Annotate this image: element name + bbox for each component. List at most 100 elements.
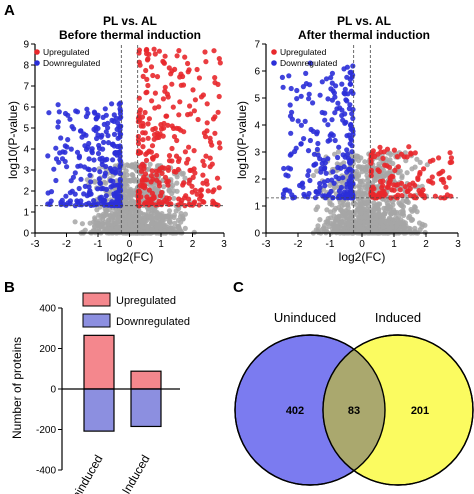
downregulated-point [288,85,294,92]
nonsignificant-point [417,159,423,165]
upregulated-point [216,93,222,100]
nonsignificant-point [93,220,99,226]
nonsignificant-point [404,170,410,176]
nonsignificant-point [315,223,321,229]
upregulated-point [156,48,162,54]
downregulated-point [64,164,70,170]
downregulated-point [325,192,332,198]
downregulated-point [350,90,356,96]
y-tick-label: 0 [23,229,29,240]
volcano-before-legend: Upregulated Downregulated [34,47,100,68]
legend-up-marker [34,49,40,55]
upregulated-point [185,69,191,75]
nonsignificant-point [346,220,352,226]
upregulated-point [188,167,194,173]
downregulated-point [330,169,336,175]
x-tick-label: -2 [294,239,303,250]
downregulated-point [78,198,84,204]
volcano-after-y-label: log10(P-value) [235,101,249,179]
y-tick-label: 6 [23,103,29,114]
downregulated-point [88,179,94,185]
upregulated-point [392,167,398,173]
y-tick-label: 8 [23,61,29,72]
upregulated-point [165,178,171,184]
upregulated-point [437,170,444,176]
upregulated-point [140,183,146,190]
downregulated-point [298,93,304,99]
volcano-after-x-label: log2(FC) [339,250,386,264]
upregulated-point [377,178,384,185]
nonsignificant-point [337,220,343,226]
downregulated-point [323,76,330,82]
y-tick-label: 200 [39,344,56,355]
upregulated-point [140,137,146,143]
downregulated-point [91,167,97,173]
downregulated-point [102,106,108,112]
downregulated-point [342,86,348,92]
upregulated-point [166,153,173,159]
nonsignificant-point [387,229,393,235]
downregulated-point [99,132,105,138]
downregulated-point [118,182,124,188]
downregulated-point [111,201,117,207]
upregulated-point [144,194,150,200]
downregulated-point [60,149,66,155]
downregulated-point [93,115,99,121]
nonsignificant-point [118,225,124,231]
y-tick-label: 2 [23,187,29,198]
upregulated-point [168,201,174,207]
downregulated-point [348,174,354,180]
y-tick-label: 1 [23,208,29,219]
legend-downregulated-label: Downregulated [116,316,190,328]
downregulated-point [111,191,117,197]
venn-induced-title: Induced [375,310,421,325]
downregulated-point [97,180,103,186]
volcano-before-title: PL vs. AL [103,14,157,28]
nonsignificant-point [123,207,129,214]
nonsignificant-point [412,225,418,231]
downregulated-point [335,100,341,106]
upregulated-point [397,187,403,193]
upregulated-point [136,202,142,208]
downregulated-point [335,154,341,161]
upregulated-point [142,109,148,116]
volcano-before-y-ticks: 0 1 2 3 4 5 6 7 8 9 [23,40,29,240]
downregulated-point [63,193,69,199]
nonsignificant-point [419,224,425,230]
y-tick-label: 400 [39,304,56,315]
upregulated-point [135,137,142,143]
downregulated-point [340,152,346,158]
upregulated-point [387,175,393,181]
downregulated-point [94,135,100,142]
upregulated-point [200,92,206,98]
y-tick-label: 7 [23,82,29,93]
downregulated-point [117,171,124,177]
downregulated-point [110,178,116,184]
nonsignificant-point [114,220,120,226]
downregulated-point [69,188,75,194]
downregulated-point [325,177,331,184]
upregulated-point [202,49,208,55]
x-tick-label: 1 [158,239,164,250]
upregulated-point [165,182,171,188]
x-tick-label: -3 [262,239,271,250]
upregulated-point [391,147,397,153]
downregulated-point [58,199,64,205]
downregulated-point [109,101,115,107]
upregulated-point [216,185,222,191]
nonsignificant-point [98,224,104,230]
nonsignificant-point [401,223,407,229]
nonsignificant-point [355,153,361,159]
nonsignificant-point [72,219,78,225]
upregulated-point [176,156,182,162]
nonsignificant-point [176,206,182,212]
upregulated-point [196,75,202,81]
legend-upregulated-label: Upregulated [116,295,176,307]
venn-overlap-count: 83 [348,405,360,417]
upregulated-point [143,67,149,74]
downregulated-point [331,90,337,96]
upregulated-point [407,186,413,192]
downregulated-point [344,192,350,198]
upregulated-point [448,155,454,161]
